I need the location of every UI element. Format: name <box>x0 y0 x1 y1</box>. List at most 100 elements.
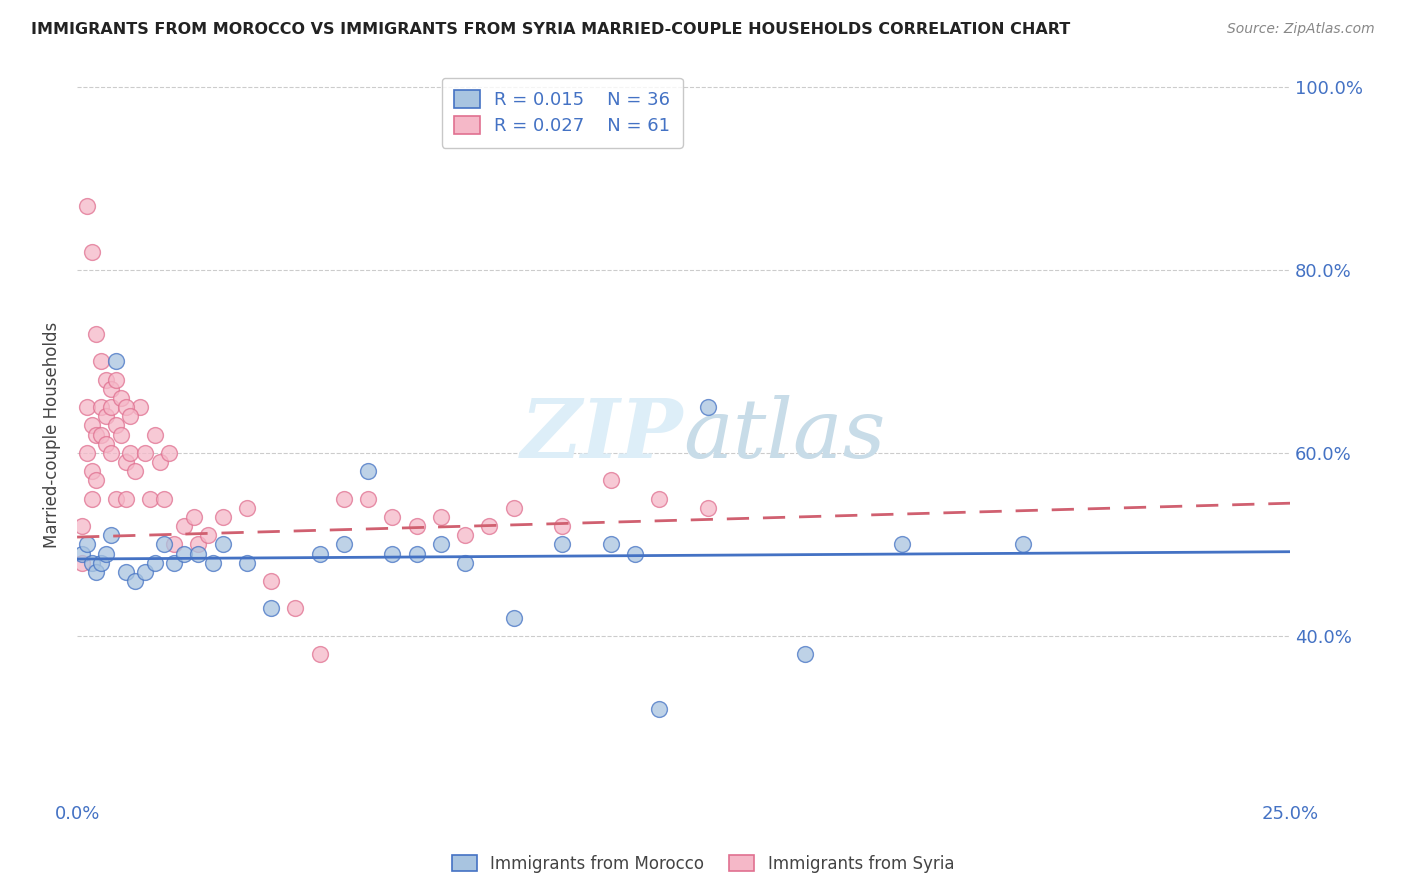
Point <box>405 519 427 533</box>
Point <box>70 519 93 533</box>
Point <box>124 464 146 478</box>
Legend: Immigrants from Morocco, Immigrants from Syria: Immigrants from Morocco, Immigrants from… <box>446 848 960 880</box>
Point <box>260 574 283 588</box>
Point <box>80 464 103 478</box>
Point <box>163 537 186 551</box>
Point <box>211 510 233 524</box>
Point <box>333 537 356 551</box>
Point <box>104 491 127 506</box>
Point <box>624 547 647 561</box>
Point <box>114 565 136 579</box>
Point <box>696 500 718 515</box>
Point <box>110 427 132 442</box>
Point <box>114 455 136 469</box>
Point <box>90 556 112 570</box>
Point <box>648 702 671 716</box>
Point <box>173 519 195 533</box>
Point <box>134 446 156 460</box>
Text: Source: ZipAtlas.com: Source: ZipAtlas.com <box>1227 22 1375 37</box>
Point <box>333 491 356 506</box>
Point <box>260 601 283 615</box>
Point <box>183 510 205 524</box>
Y-axis label: Married-couple Households: Married-couple Households <box>44 321 60 548</box>
Text: ZIP: ZIP <box>522 394 683 475</box>
Point <box>96 373 118 387</box>
Point <box>120 409 142 424</box>
Point <box>153 491 176 506</box>
Point <box>110 391 132 405</box>
Point <box>551 519 574 533</box>
Point <box>104 373 127 387</box>
Point <box>201 556 224 570</box>
Point <box>80 244 103 259</box>
Point <box>478 519 501 533</box>
Point <box>80 418 103 433</box>
Point <box>70 547 93 561</box>
Point <box>104 418 127 433</box>
Point <box>236 500 259 515</box>
Point <box>96 547 118 561</box>
Point <box>381 547 404 561</box>
Point <box>90 354 112 368</box>
Point <box>90 427 112 442</box>
Point <box>696 400 718 414</box>
Point <box>454 556 477 570</box>
Point <box>430 537 453 551</box>
Point <box>114 400 136 414</box>
Point <box>284 601 307 615</box>
Point <box>308 647 330 661</box>
Point <box>405 547 427 561</box>
Point <box>599 537 621 551</box>
Point <box>187 537 209 551</box>
Point <box>153 537 176 551</box>
Point <box>80 491 103 506</box>
Text: atlas: atlas <box>683 394 886 475</box>
Point <box>86 473 108 487</box>
Point <box>76 199 98 213</box>
Point <box>211 537 233 551</box>
Point <box>100 400 122 414</box>
Point <box>76 446 98 460</box>
Point <box>120 446 142 460</box>
Point <box>100 446 122 460</box>
Point <box>100 382 122 396</box>
Point <box>124 574 146 588</box>
Point <box>187 547 209 561</box>
Point <box>454 528 477 542</box>
Point <box>157 446 180 460</box>
Point <box>86 326 108 341</box>
Point <box>551 537 574 551</box>
Point <box>143 427 166 442</box>
Point <box>599 473 621 487</box>
Point <box>173 547 195 561</box>
Point <box>890 537 912 551</box>
Legend: R = 0.015    N = 36, R = 0.027    N = 61: R = 0.015 N = 36, R = 0.027 N = 61 <box>441 78 683 148</box>
Point <box>236 556 259 570</box>
Point <box>163 556 186 570</box>
Point <box>86 565 108 579</box>
Point <box>90 400 112 414</box>
Point <box>96 409 118 424</box>
Point <box>76 537 98 551</box>
Point <box>143 556 166 570</box>
Point <box>80 556 103 570</box>
Point <box>104 354 127 368</box>
Point <box>648 491 671 506</box>
Point <box>148 455 170 469</box>
Point <box>357 491 380 506</box>
Text: IMMIGRANTS FROM MOROCCO VS IMMIGRANTS FROM SYRIA MARRIED-COUPLE HOUSEHOLDS CORRE: IMMIGRANTS FROM MOROCCO VS IMMIGRANTS FR… <box>31 22 1070 37</box>
Point <box>1012 537 1035 551</box>
Point <box>197 528 219 542</box>
Point <box>430 510 453 524</box>
Point <box>70 556 93 570</box>
Point <box>76 400 98 414</box>
Point <box>139 491 162 506</box>
Point <box>96 436 118 450</box>
Point <box>86 427 108 442</box>
Point <box>134 565 156 579</box>
Point <box>502 500 524 515</box>
Point <box>381 510 404 524</box>
Point <box>357 464 380 478</box>
Point <box>308 547 330 561</box>
Point <box>502 610 524 624</box>
